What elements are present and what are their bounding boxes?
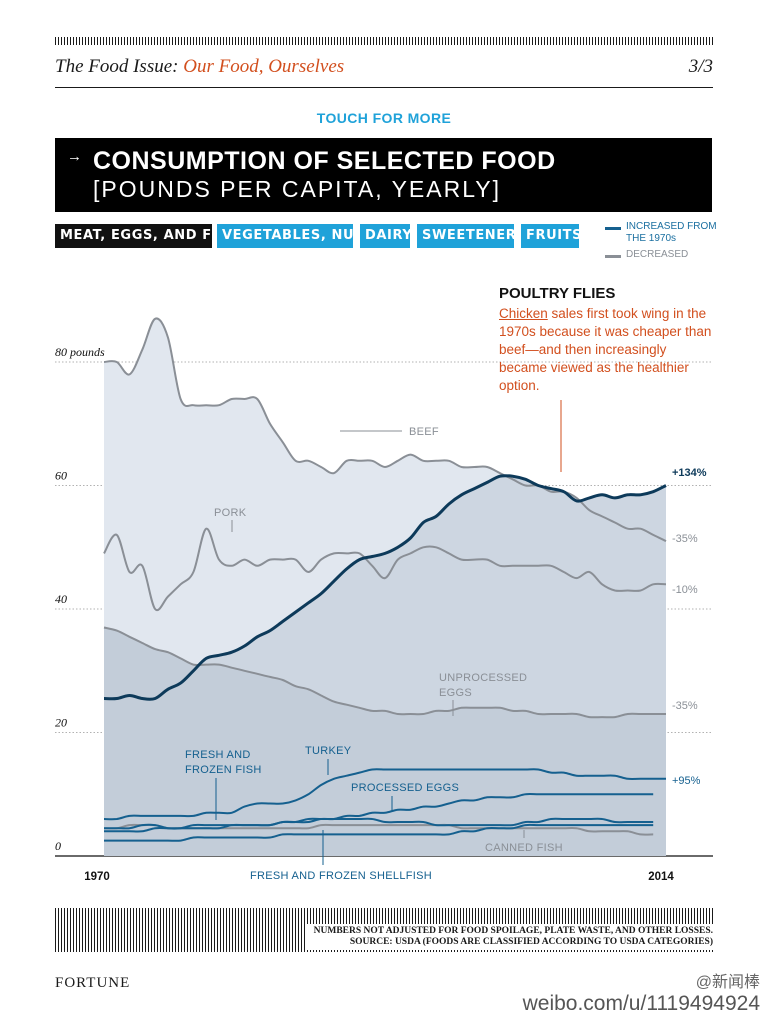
change-label: -35% xyxy=(672,700,698,712)
y-tick-label: 40 xyxy=(55,592,67,606)
legend-increased-label: INCREASED FROM THE 1970s xyxy=(626,221,717,244)
series-label: PORK xyxy=(214,507,247,519)
chart-title: CONSUMPTION OF SELECTED FOOD xyxy=(93,147,556,175)
poultry-annotation: POULTRY FLIES Chicken sales first took w… xyxy=(499,285,713,395)
watermark-handle: @新闻棒 xyxy=(695,974,760,991)
line-fresh-and-frozen-shellfish xyxy=(104,823,654,842)
series-label: FROZEN FISH xyxy=(185,764,262,776)
annotation-body: Chicken sales first took wing in the 197… xyxy=(499,305,713,395)
page-number: 3/3 xyxy=(688,56,713,77)
legend-decreased-label: DECREASED xyxy=(626,249,689,260)
y-tick-label: 0 xyxy=(55,839,61,853)
legend-increased: INCREASED FROM THE 1970s xyxy=(605,221,718,245)
watermark-url: weibo.com/u/1119494924 xyxy=(522,992,760,1015)
change-label: +134% xyxy=(672,467,707,479)
increased-swatch xyxy=(605,227,621,230)
chart-notes: NUMBERS NOT ADJUSTED FOR FOOD SPOILAGE, … xyxy=(305,924,713,950)
series-label: FRESH AND FROZEN SHELLFISH xyxy=(250,870,432,882)
series-label: EGGS xyxy=(439,687,472,699)
chart-legend: INCREASED FROM THE 1970s DECREASED xyxy=(605,221,718,265)
tab-sweeteners[interactable]: SWEETENERS xyxy=(417,224,526,248)
y-tick-label: 60 xyxy=(55,469,67,483)
line-chicken xyxy=(103,474,667,701)
line-processed-eggs xyxy=(104,793,654,833)
issue-title: The Food Issue: Our Food, Ourselves xyxy=(55,56,345,77)
annotation-keyword: Chicken xyxy=(499,306,548,321)
y-tick-label: 80 pounds xyxy=(55,345,105,359)
series-label: FRESH AND xyxy=(185,749,251,761)
change-label: -35% xyxy=(672,533,698,545)
header-rule xyxy=(55,87,713,88)
change-label: -10% xyxy=(672,584,698,596)
chart-title-box: → CONSUMPTION OF SELECTED FOOD [POUNDS P… xyxy=(55,138,712,212)
series-label: CANNED FISH xyxy=(485,842,563,854)
decreased-swatch xyxy=(605,255,621,258)
annotation-text: sales first took wing in the 1970s becau… xyxy=(499,306,712,393)
chart-subtitle: [POUNDS PER CAPITA, YEARLY] xyxy=(93,176,502,202)
area-unprocessed-eggs xyxy=(104,627,666,856)
issue-subtitle: Our Food, Ourselves xyxy=(183,56,345,77)
x-tick-label: 1970 xyxy=(84,871,110,883)
tab-meat-eggs-fish[interactable]: MEAT, EGGS, AND FISH xyxy=(55,224,238,248)
fortune-logo: FORTUNE xyxy=(55,975,131,991)
line-turkey xyxy=(103,768,666,821)
series-label: PROCESSED EGGS xyxy=(351,782,459,794)
tab-fruits[interactable]: FRUITS xyxy=(521,224,582,248)
line-pork xyxy=(103,527,667,612)
series-label: UNPROCESSED xyxy=(439,672,527,684)
annotation-heading: POULTRY FLIES xyxy=(499,285,616,302)
tab-dairy[interactable]: DAIRY xyxy=(360,224,412,248)
arrow-icon: → xyxy=(67,148,82,165)
line-beef xyxy=(103,317,667,542)
tab-vegetables-nuts[interactable]: VEGETABLES, NUTS xyxy=(217,224,373,248)
legend-decreased: DECREASED xyxy=(605,249,718,261)
y-tick-label: 20 xyxy=(55,716,67,730)
x-tick-label: 2014 xyxy=(648,871,674,883)
header-stripe xyxy=(55,37,713,45)
series-label: TURKEY xyxy=(305,745,352,757)
note-source: SOURCE: USDA (FOODS ARE CLASSIFIED ACCOR… xyxy=(349,937,713,947)
touch-for-more-button[interactable]: TOUCH FOR MORE xyxy=(316,110,452,126)
series-label: BEEF xyxy=(409,426,439,438)
change-label: +95% xyxy=(672,775,701,787)
note-adjustment: NUMBERS NOT ADJUSTED FOR FOOD SPOILAGE, … xyxy=(313,926,713,936)
line-fresh-and-frozen-fish xyxy=(104,817,654,830)
